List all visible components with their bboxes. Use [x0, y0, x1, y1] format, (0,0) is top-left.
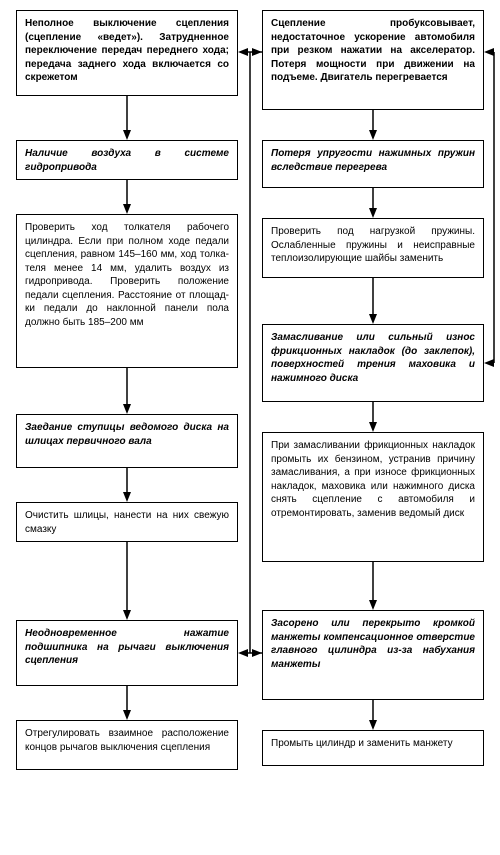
box-R4: Замасливание или сильный износ фрикционн… — [262, 324, 484, 402]
box-R1: Сцепление пробуксовывает, недостаточное … — [262, 10, 484, 110]
box-L6: Неодновременное нажатие подшипника на ры… — [16, 620, 238, 686]
box-L5: Очистить шлицы, нанести на них свежую см… — [16, 502, 238, 542]
box-R5: При замасливании фрикцион­ных накладок п… — [262, 432, 484, 562]
flowchart-canvas: Промыть цилиндр и заменить манжету Отрегу… — [0, 0, 500, 855]
box-R6: Засорено или перекрыто кромкой манжеты к… — [262, 610, 484, 700]
box-L3: Проверить ход толкателя рабо­чего цилинд… — [16, 214, 238, 368]
box-L2: Наличие воздуха в системе гидропривода — [16, 140, 238, 180]
box-L1: Неполное выключение сцеп­ления (сцеплени… — [16, 10, 238, 96]
box-L7: Отрегулировать взаимное рас­положение ко… — [16, 720, 238, 770]
box-R3: Проверить под нагрузкой пру­жины. Ослабл… — [262, 218, 484, 278]
box-L4: Заедание ступицы ведомого диска на шлица… — [16, 414, 238, 468]
box-R7: Промыть цилиндр и заменить манжету — [262, 730, 484, 766]
box-R2: Потеря упругости нажимных пружин вследст… — [262, 140, 484, 188]
